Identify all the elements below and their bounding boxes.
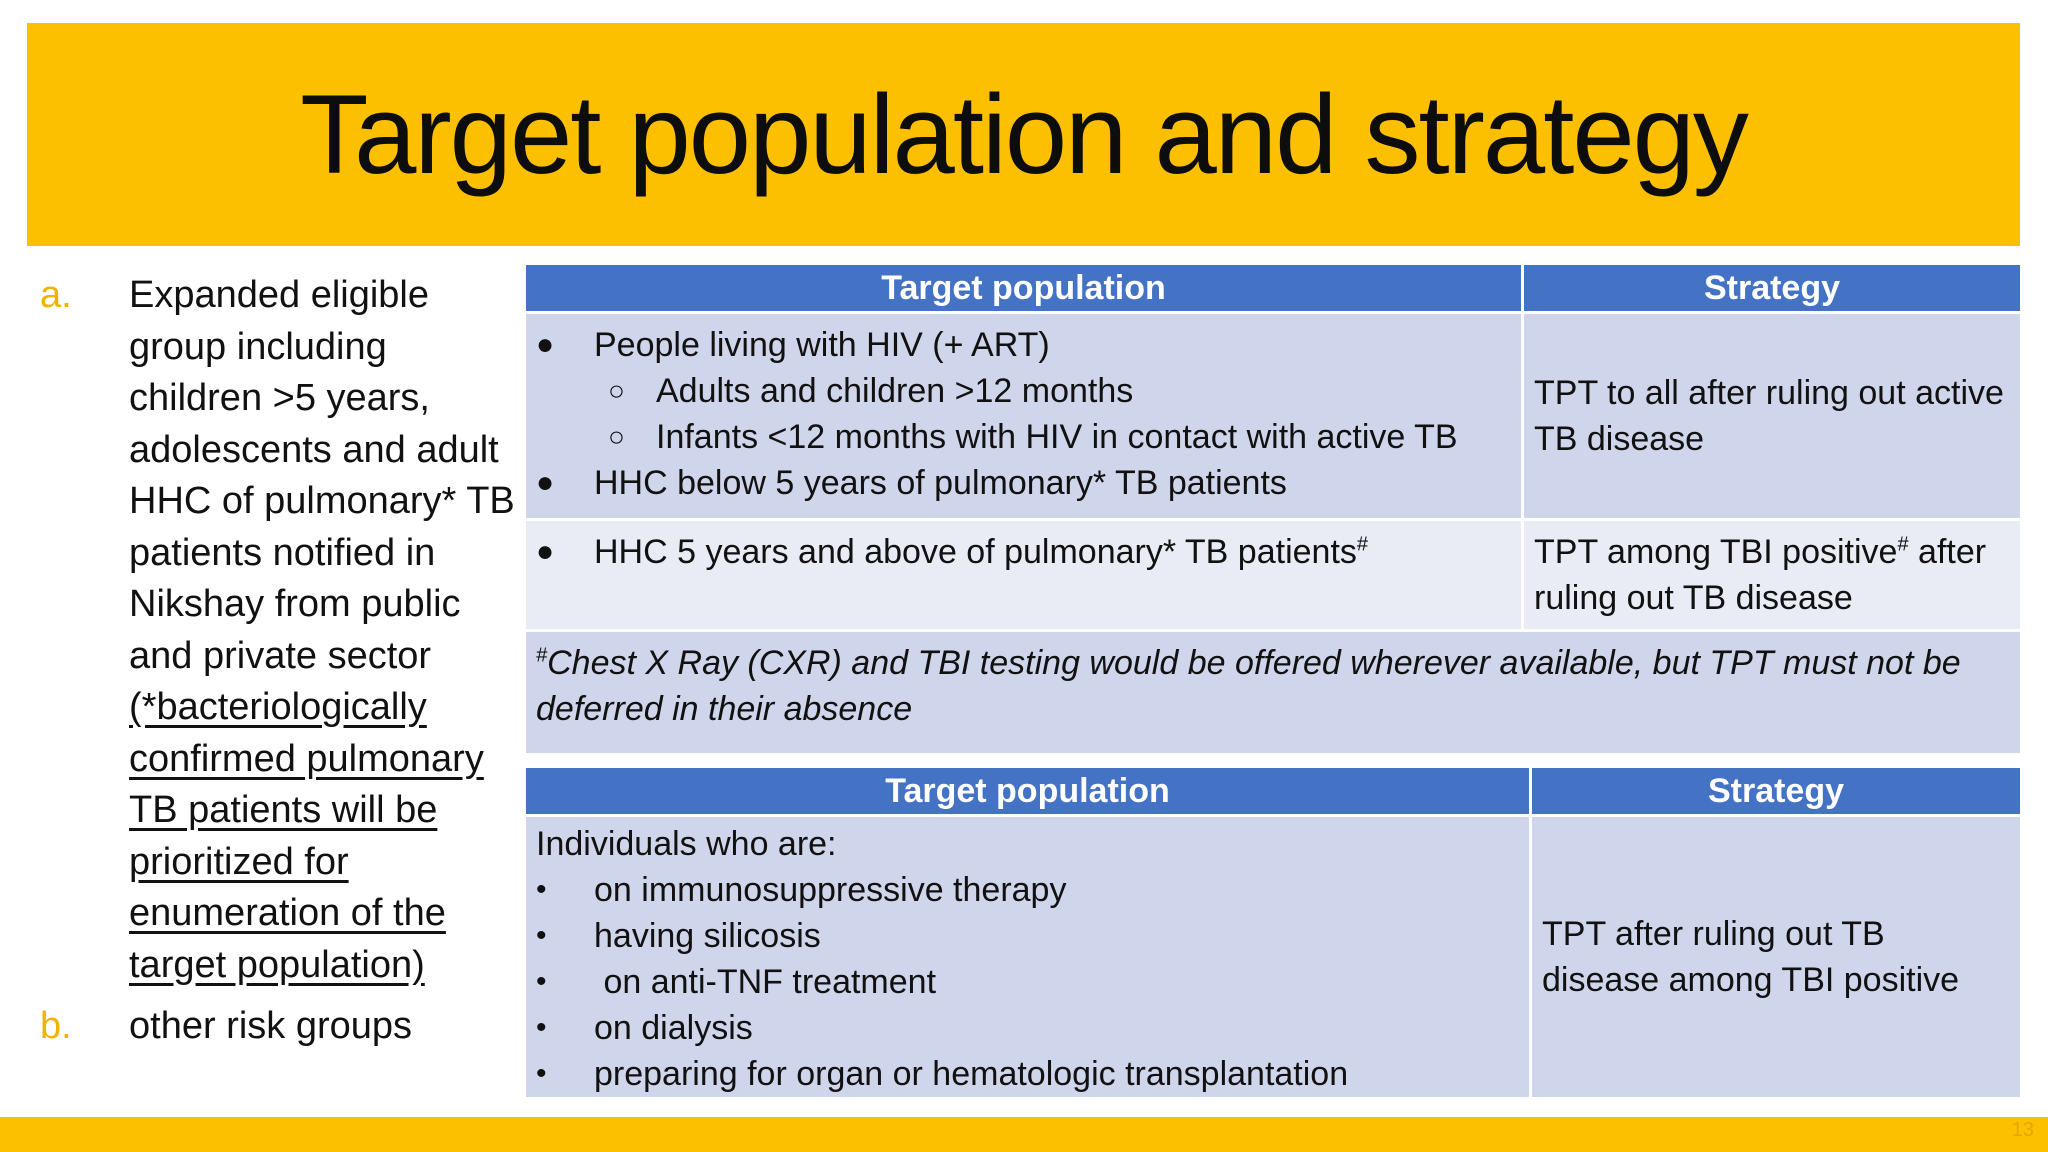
table-row: ● HHC 5 years and above of pulmonary* TB … — [523, 518, 2023, 632]
bullet-icon: • — [536, 919, 547, 952]
bullet-icon: ● — [536, 328, 555, 361]
sub-bullet-text: Infants <12 months with HIV in contact w… — [656, 418, 1458, 456]
page-number: 13 — [2011, 1119, 2034, 1141]
bullet-icon: • — [536, 965, 547, 998]
table-row: ● People living with HIV (+ ART) ○ Adults … — [523, 311, 2023, 521]
sub-bullet-text: Adults and children >12 months — [656, 372, 1134, 410]
table2-population: Individuals who are: • on immunosuppressi… — [523, 814, 1532, 1100]
bullet-text: HHC below 5 years of pulmonary* TB patie… — [594, 464, 1287, 502]
table1-row2-population: ● HHC 5 years and above of pulmonary* TB … — [523, 518, 1524, 632]
strategy-text: TPT among TBI positive — [1534, 533, 1898, 571]
circle-bullet-icon: ○ — [608, 375, 625, 406]
footnote-mark: # — [1897, 533, 1909, 556]
title-banner: Target population and strategy — [27, 23, 2020, 246]
table1-footnote: #Chest X Ray (CXR) and TBI testing would… — [523, 629, 2023, 756]
strategy-table-2: Target population Strategy Individuals w… — [523, 765, 2023, 1100]
bullet-text: People living with HIV (+ ART) — [594, 326, 1050, 364]
table1-header-population: Target population — [523, 262, 1524, 314]
footnote-mark: # — [1356, 533, 1369, 556]
strategy-table-1: Target population Strategy ● People livin… — [523, 262, 2023, 756]
list-item-a-note: (*bacteriologically confirmed pulmonary … — [129, 686, 484, 986]
table2-strategy: TPT after ruling out TB disease among TB… — [1529, 814, 2023, 1100]
list-marker-b: b. — [40, 1005, 72, 1047]
table1-header-strategy: Strategy — [1521, 262, 2023, 314]
table-row: Individuals who are: • on immunosuppressi… — [523, 814, 2023, 1100]
list-item-a: a. Expanded eligible group including chi… — [40, 270, 520, 991]
circle-bullet-icon: ○ — [608, 421, 625, 452]
list-item: having silicosis — [594, 917, 821, 955]
bullet-icon: • — [536, 873, 547, 906]
table1-row2-strategy: TPT among TBI positive# after ruling out… — [1521, 518, 2023, 632]
slide-title: Target population and strategy — [300, 71, 1749, 197]
list-item: preparing for organ or hematologic trans… — [594, 1055, 1349, 1093]
table1-row1-population: ● People living with HIV (+ ART) ○ Adults … — [523, 311, 1524, 521]
strategy-text: after ruling out TB disease — [1534, 533, 1987, 617]
bullet-icon: • — [536, 1011, 547, 1044]
bullet-icon: ● — [536, 466, 555, 499]
list-item-a-text: Expanded eligible group including childr… — [129, 274, 515, 677]
table1-row1-strategy: TPT to all after ruling out active TB di… — [1521, 311, 2023, 521]
footer-band — [0, 1117, 2048, 1152]
intro-text: Individuals who are: — [536, 825, 837, 863]
list-marker-a: a. — [40, 274, 72, 316]
list-item: on immunosuppressive therapy — [594, 871, 1067, 909]
list-item-b-text: other risk groups — [129, 1005, 413, 1047]
list-item-b: b. other risk groups — [40, 1001, 520, 1053]
footnote-mark: # — [536, 644, 548, 667]
bullet-icon: • — [536, 1057, 547, 1090]
list-item: on dialysis — [594, 1009, 753, 1047]
list-item: on anti-TNF treatment — [594, 963, 937, 1001]
bullet-text: HHC 5 years and above of pulmonary* TB p… — [594, 533, 1357, 571]
eligibility-list: a. Expanded eligible group including chi… — [40, 270, 520, 1053]
footnote-text: Chest X Ray (CXR) and TBI testing would … — [536, 644, 1961, 728]
table2-header-strategy: Strategy — [1529, 765, 2023, 817]
table-row: #Chest X Ray (CXR) and TBI testing would… — [523, 629, 2023, 756]
table2-header-population: Target population — [523, 765, 1532, 817]
bullet-icon: ● — [536, 535, 555, 568]
